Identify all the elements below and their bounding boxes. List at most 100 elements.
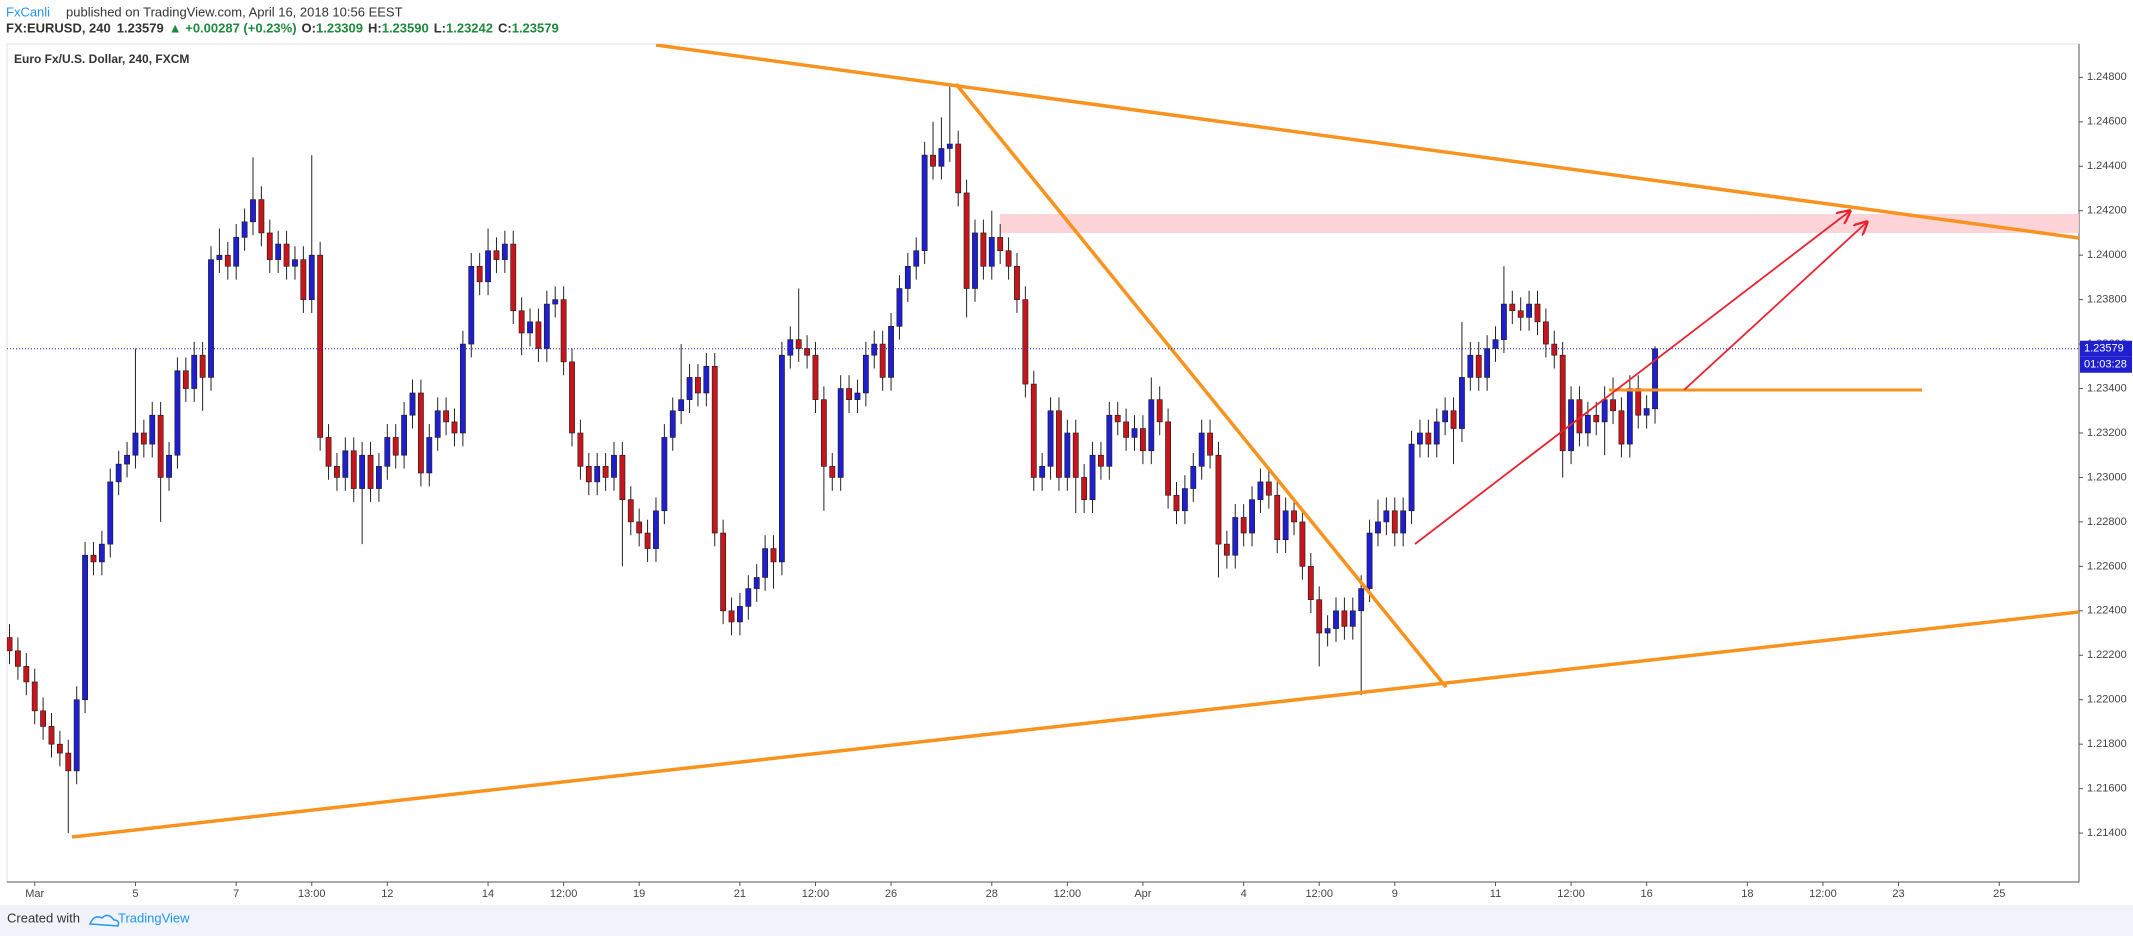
candles	[7, 86, 1658, 834]
candle-body	[653, 510, 659, 549]
candle-body	[1257, 481, 1264, 500]
header-last: 1.23579	[117, 20, 164, 35]
y-tick-label: 1.24800	[2087, 71, 2127, 83]
y-tick-label: 1.22600	[2087, 560, 2127, 572]
candle-body	[384, 437, 391, 467]
candle-body	[493, 250, 500, 260]
candle-body	[1039, 466, 1046, 478]
candle-body	[359, 454, 366, 489]
candle-body	[1542, 321, 1549, 345]
x-tick-label: 12:00	[1054, 888, 1082, 900]
y-tick-label: 1.23800	[2087, 294, 2127, 306]
x-tick-label: 5	[132, 888, 138, 900]
candle-body	[65, 752, 72, 772]
candle-body	[510, 243, 517, 312]
candle-body	[308, 254, 315, 300]
candle-body	[585, 466, 592, 483]
candle-body	[938, 148, 945, 167]
candle-body	[569, 361, 575, 434]
candle-body	[527, 321, 533, 334]
candle-body	[1030, 383, 1037, 478]
candle-body	[703, 366, 710, 394]
candle-body	[107, 481, 114, 545]
y-tick-label: 1.23400	[2087, 382, 2127, 394]
candle-body	[762, 548, 769, 578]
candle-body	[1601, 399, 1608, 423]
candle-body	[1299, 521, 1306, 567]
candle-body	[1240, 517, 1247, 534]
candle-body	[946, 143, 953, 149]
candle-body	[846, 388, 852, 400]
candle-body	[241, 221, 248, 238]
candle-body	[770, 548, 777, 563]
candle-body	[1517, 310, 1524, 318]
candle-body	[56, 743, 63, 754]
candle-body	[1123, 421, 1130, 438]
candle-body	[829, 466, 836, 478]
candle-body	[401, 414, 408, 456]
candle-body	[1047, 410, 1054, 467]
x-tick-label: 9	[1392, 888, 1398, 900]
candle-body	[1433, 421, 1440, 445]
candle-body	[753, 577, 760, 589]
candle-body	[250, 199, 256, 223]
footer-logo	[88, 914, 120, 927]
candle-body	[913, 250, 920, 267]
candle-body	[1442, 410, 1449, 423]
candle-body	[1106, 414, 1113, 467]
y-tick-label: 1.21800	[2087, 738, 2127, 750]
candle-body	[451, 421, 458, 434]
candle-body	[745, 588, 752, 607]
candle-body	[837, 388, 844, 478]
candle-body	[1635, 388, 1642, 416]
y-tick-label: 1.22800	[2087, 516, 2127, 528]
header-ohlc-label: C:	[498, 20, 512, 35]
candle-body	[535, 321, 542, 349]
candle-body	[1064, 432, 1071, 478]
candle-body	[275, 243, 282, 260]
candle-body	[1391, 510, 1398, 534]
candle-body	[73, 699, 80, 772]
candle-body	[955, 143, 962, 194]
candle-body	[1492, 339, 1499, 349]
candle-body	[40, 710, 47, 727]
drawings	[7, 44, 2079, 839]
candle-body	[1140, 428, 1146, 452]
candle-body	[216, 254, 223, 260]
candle-body	[342, 450, 349, 478]
header-ohlc-value: 1.23309	[316, 20, 363, 35]
candle-body	[1584, 414, 1591, 434]
y-tick-label: 1.22000	[2087, 694, 2127, 706]
y-tick-label: 1.22400	[2087, 605, 2127, 617]
candle-body	[1265, 481, 1272, 496]
candle-body	[434, 410, 441, 438]
candle-body	[317, 254, 324, 438]
candle-body	[921, 154, 928, 252]
candle-body	[879, 343, 886, 378]
footer-brand: TradingView	[118, 910, 190, 925]
candle-body	[1056, 410, 1062, 478]
candle-body	[1501, 303, 1507, 340]
header-author: FxCanli	[6, 4, 50, 19]
candle-body	[972, 232, 978, 289]
candle-body	[1181, 488, 1188, 512]
candle-body	[711, 366, 718, 534]
candle-body	[611, 454, 617, 478]
candle-body	[543, 303, 550, 349]
candle-body	[1375, 521, 1381, 534]
candle-body	[1098, 454, 1104, 467]
candle-body	[619, 454, 626, 500]
candle-body	[426, 437, 433, 474]
candle-body	[459, 343, 466, 434]
candle-body	[787, 339, 794, 356]
candle-body	[518, 310, 525, 334]
candle-body	[443, 410, 449, 423]
header-ohlc-label: H:	[368, 20, 382, 35]
x-tick-label: Mar	[25, 888, 44, 900]
candle-body	[988, 237, 995, 267]
candle-body	[1383, 510, 1390, 523]
candle-body	[1307, 566, 1314, 601]
candle-body	[90, 554, 97, 563]
candle-body	[98, 543, 105, 563]
y-tick-label: 1.21600	[2087, 783, 2127, 795]
